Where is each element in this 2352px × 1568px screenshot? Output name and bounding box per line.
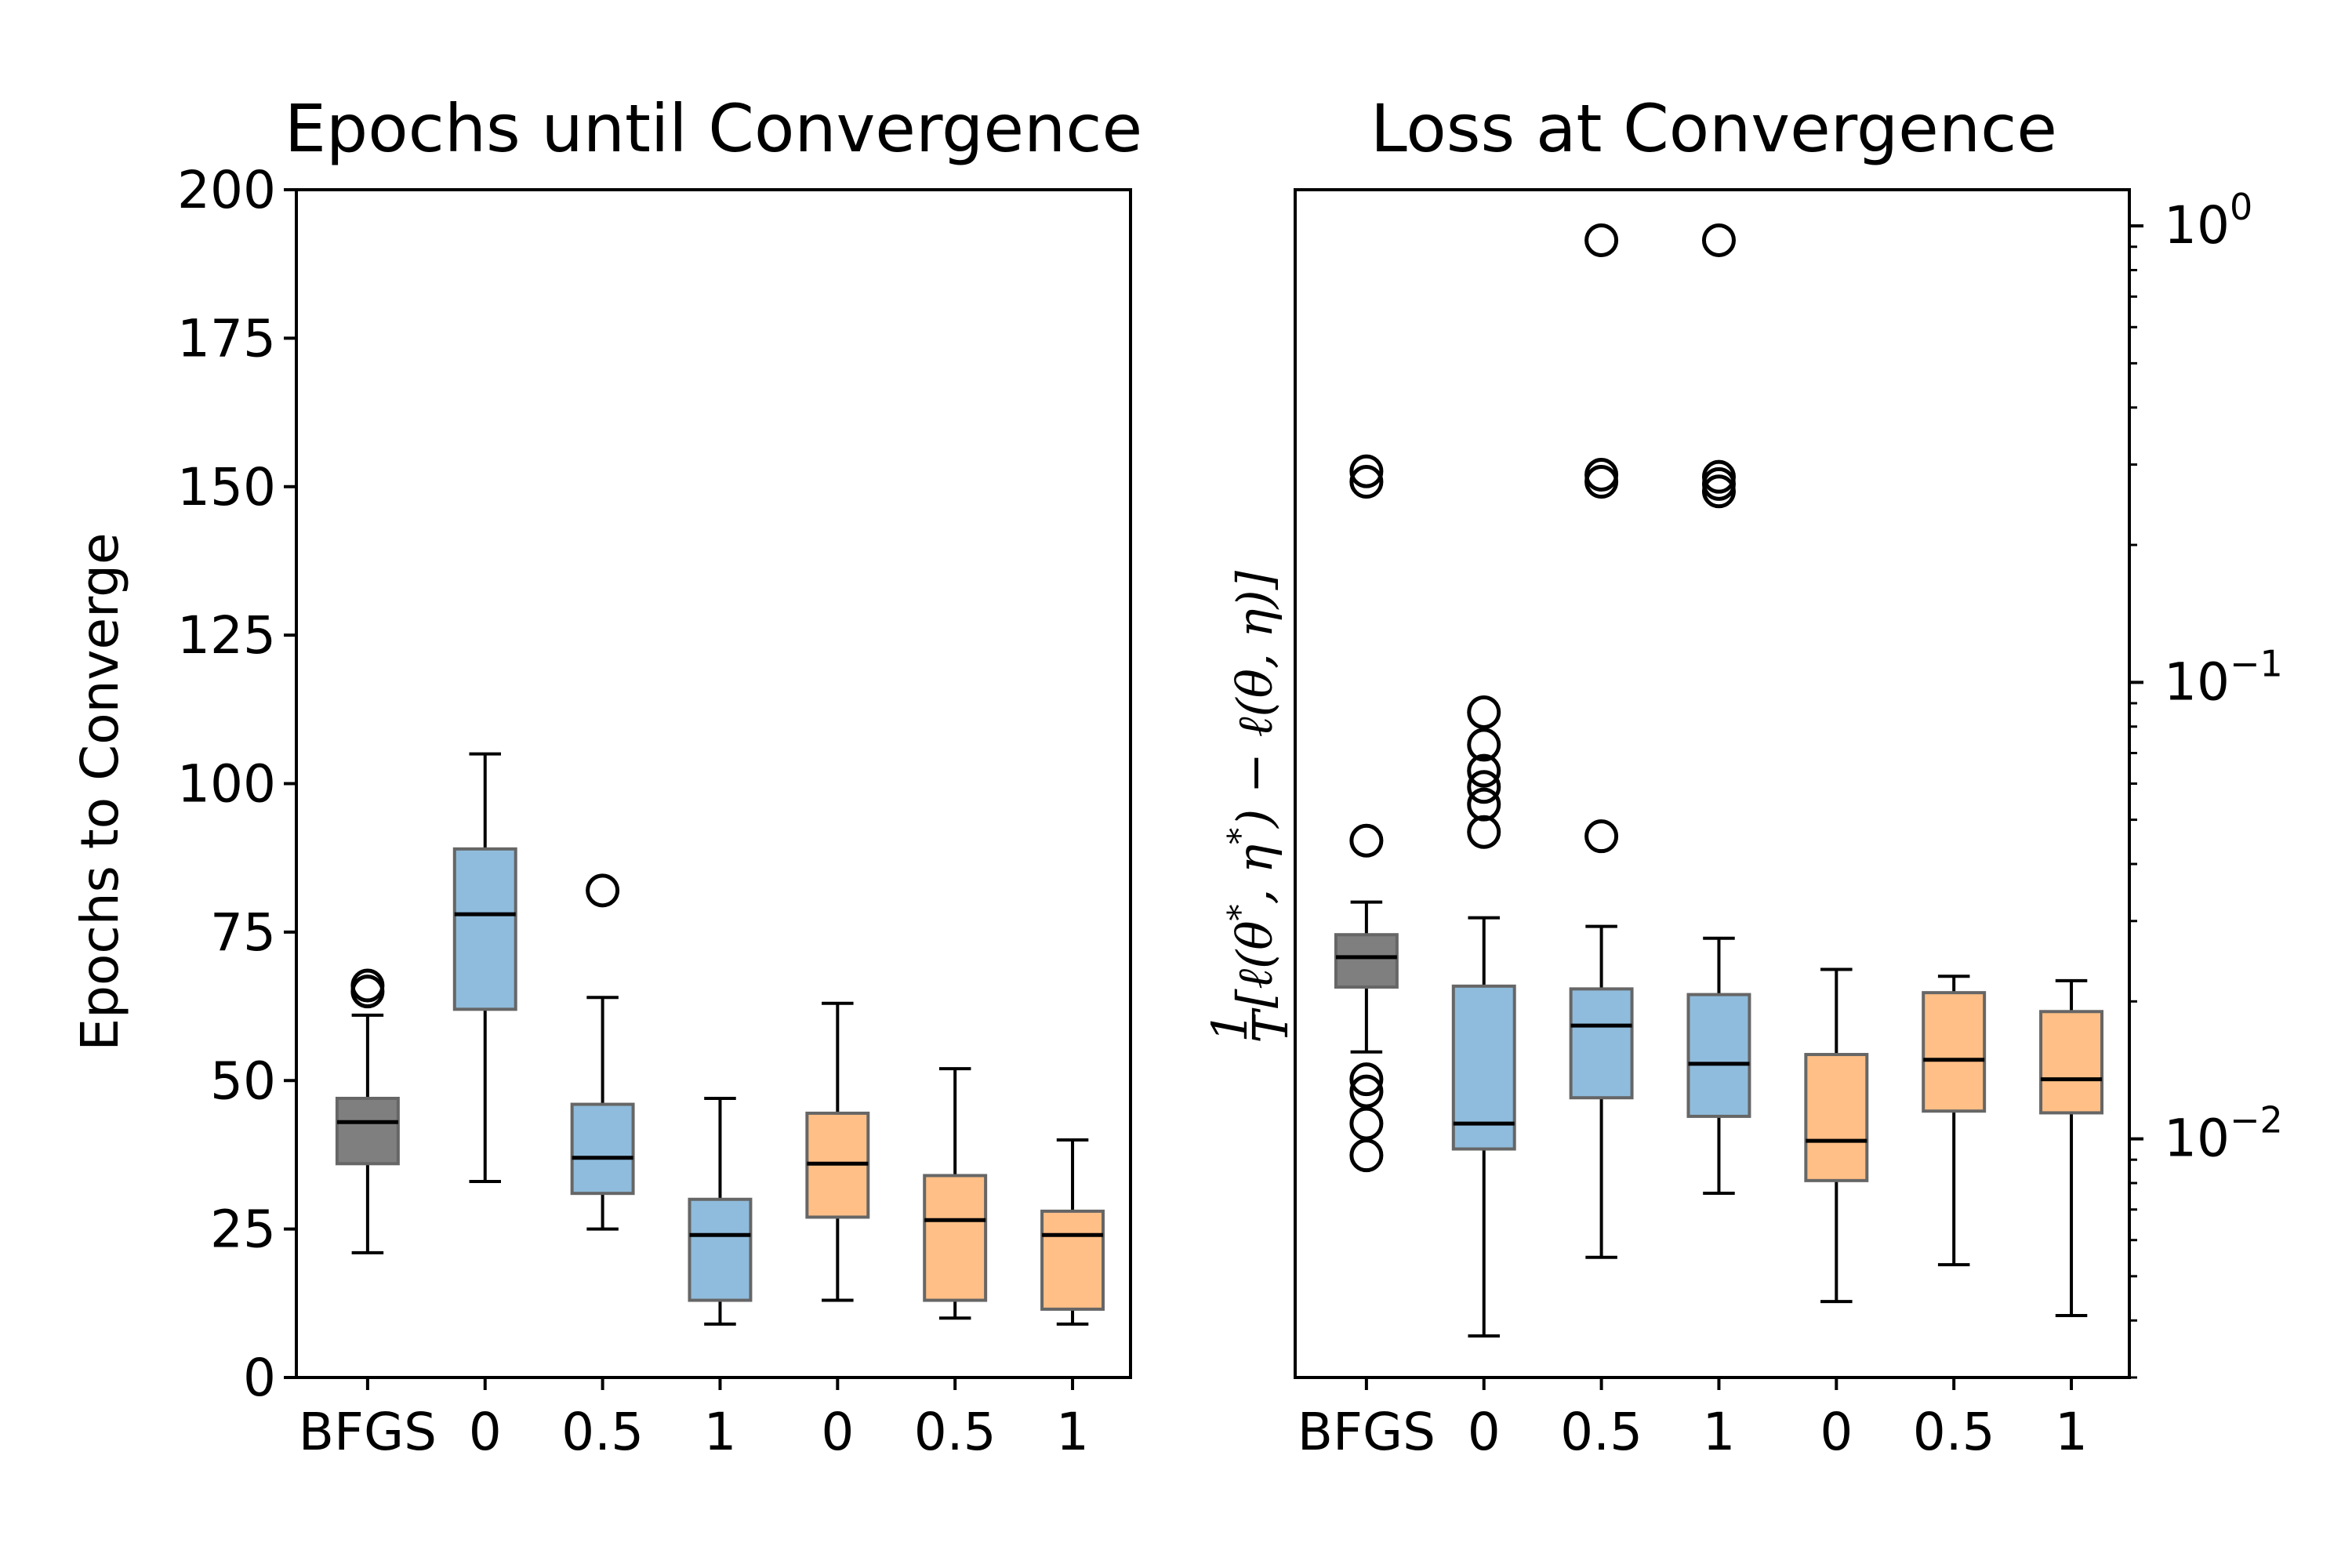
- right-ylabel-frac-num: 1: [1201, 1011, 1258, 1042]
- right-ytick-exponent: −1: [2230, 642, 2283, 684]
- right-box: [1569, 987, 1634, 1100]
- right-ytick-base: 10: [2164, 1109, 2230, 1169]
- right-ytick-label: 10−2: [2164, 1099, 2283, 1169]
- left-ytick-label: 75: [210, 902, 276, 963]
- right-ylabel-part-c: ) − ℓ(θ, η)]: [1226, 570, 1283, 829]
- left-xtick-label: 0.5: [914, 1402, 996, 1462]
- left-plot-area: 0 25 50 75 100 125 150 175 200 BFGS 0 0.5 1 0 0.5 1: [177, 160, 1105, 1462]
- right-box: [1334, 933, 1399, 989]
- left-xtick-label: 0: [821, 1402, 854, 1462]
- right-flier-point: [1701, 459, 1736, 494]
- right-flier-point: [1701, 223, 1736, 257]
- right-flier-point: [1467, 728, 1501, 762]
- left-box: [1040, 1209, 1105, 1311]
- right-ylabel-expression: [ℓ(θ*, η*) − ℓ(θ, η)]: [1221, 570, 1283, 1008]
- left-ytick-label: 25: [210, 1200, 276, 1260]
- right-box: [1804, 1053, 1869, 1182]
- right-ylabel-part-a: [ℓ(θ: [1226, 920, 1283, 1008]
- right-xtick-label: 0.5: [1913, 1402, 1995, 1462]
- left-ytick-label: 125: [177, 605, 276, 666]
- right-ylabel: 1 T [ℓ(θ*, η*) − ℓ(θ, η)]: [1201, 570, 1299, 1043]
- right-title: Loss at Convergence: [1370, 90, 2057, 167]
- right-box: [1922, 991, 1987, 1113]
- right-flier-point: [1349, 1062, 1384, 1097]
- right-flier-point: [1467, 770, 1501, 804]
- right-flier-point: [1467, 695, 1501, 729]
- left-xtick-label: 1: [1056, 1402, 1089, 1462]
- left-xtick-label: 0.5: [561, 1402, 644, 1462]
- right-flier-point: [1584, 223, 1619, 257]
- right-box: [2039, 1010, 2104, 1115]
- right-xtick-label: BFGS: [1298, 1402, 1436, 1462]
- right-flier-point: [1584, 819, 1619, 854]
- right-box: [1686, 993, 1751, 1118]
- right-flier-point: [1349, 465, 1384, 499]
- right-flier-point: [1467, 787, 1501, 822]
- right-ylabel-part-b: , η: [1226, 844, 1283, 905]
- right-flier-point: [1349, 1138, 1384, 1173]
- right-axes-frame: [1294, 188, 2131, 1379]
- left-xtick-label: BFGS: [299, 1402, 437, 1462]
- left-box: [570, 1102, 635, 1196]
- right-flier-point: [1349, 1074, 1384, 1109]
- left-box: [335, 1096, 400, 1166]
- left-ylabel: Epochs to Converge: [70, 532, 130, 1051]
- right-ytick-exponent: 0: [2230, 186, 2252, 228]
- right-xtick-label: 0: [1820, 1402, 1853, 1462]
- left-panel: Epochs until Convergence Epochs to Conve…: [70, 90, 1142, 1462]
- left-ytick-label: 0: [243, 1348, 276, 1408]
- left-ytick-label: 175: [177, 308, 276, 368]
- right-xtick-label: 1: [1702, 1402, 1735, 1462]
- right-ytick-base: 10: [2164, 652, 2230, 712]
- left-flier-point: [350, 968, 385, 1003]
- right-ylabel-star-2: *: [1221, 828, 1259, 844]
- right-flier-point: [1584, 458, 1619, 492]
- right-ylabel-frac-den: T: [1242, 1007, 1299, 1044]
- right-ytick-label: 100: [2164, 186, 2252, 256]
- left-xtick-label: 0: [469, 1402, 502, 1462]
- right-ytick-exponent: −2: [2230, 1099, 2283, 1142]
- right-ylabel-star-1: *: [1221, 904, 1259, 920]
- right-xtick-label: 0: [1468, 1402, 1501, 1462]
- left-xtick-label: 1: [703, 1402, 736, 1462]
- left-ytick-label: 200: [177, 160, 276, 220]
- left-title: Epochs until Convergence: [285, 90, 1142, 167]
- left-axes-frame: [295, 188, 1132, 1379]
- right-ytick-label: 10−1: [2164, 642, 2283, 712]
- right-flier-point: [1349, 1106, 1384, 1141]
- right-xtick-label: 0.5: [1560, 1402, 1642, 1462]
- left-ytick-label: 50: [210, 1051, 276, 1111]
- left-flier-point: [586, 873, 620, 908]
- right-panel: Loss at Convergence 1 T [ℓ(θ*, η*) − ℓ(θ…: [1201, 90, 2283, 1462]
- left-box: [688, 1197, 753, 1302]
- right-ytick-base: 10: [2164, 195, 2230, 256]
- left-box: [923, 1174, 988, 1302]
- right-flier-point: [1349, 454, 1384, 488]
- right-flier-point: [1467, 753, 1501, 788]
- left-box: [452, 847, 517, 1011]
- right-flier-point: [1467, 815, 1501, 849]
- left-ytick-label: 150: [177, 457, 276, 517]
- left-ytick-label: 100: [177, 754, 276, 815]
- right-flier-point: [1349, 823, 1384, 858]
- right-xtick-label: 1: [2055, 1402, 2088, 1462]
